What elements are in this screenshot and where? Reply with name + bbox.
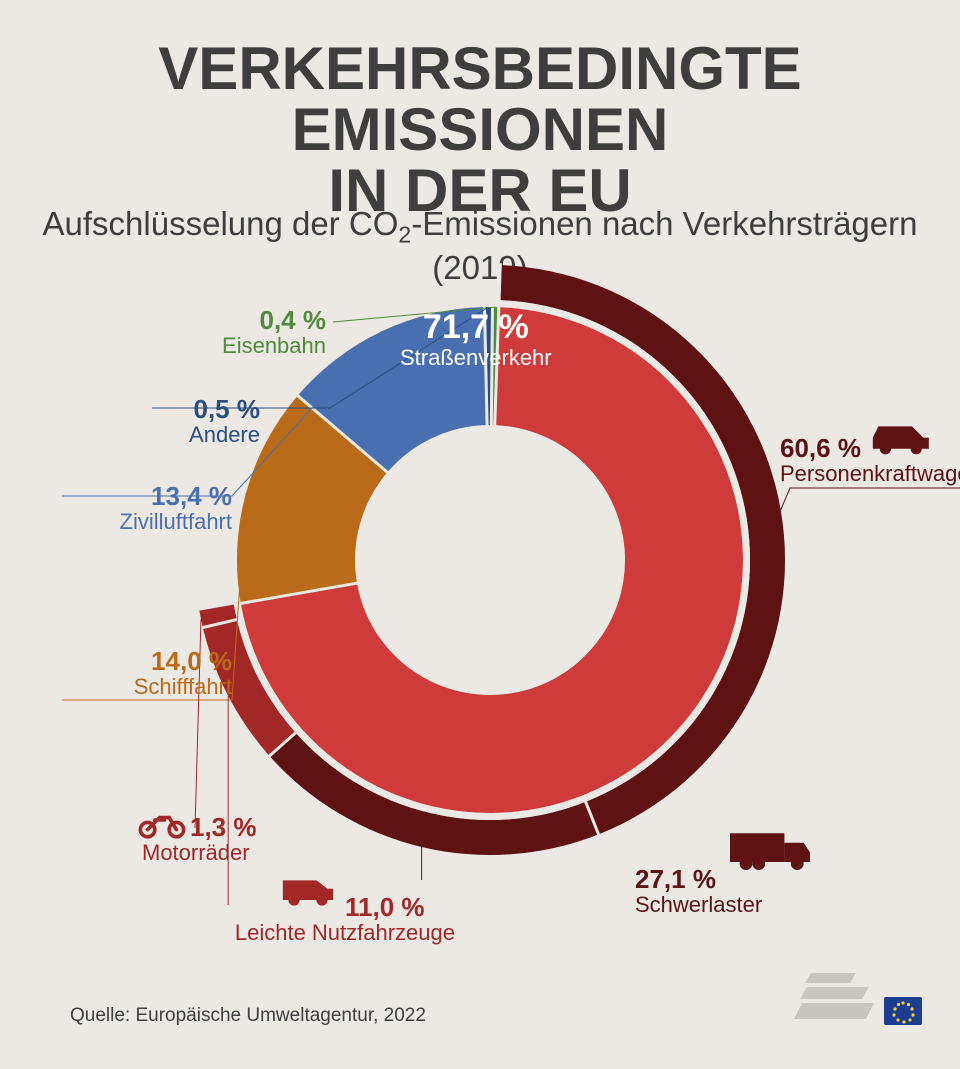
eu-parliament-logo <box>794 969 924 1033</box>
label-moto: 1,3 % Motorräder <box>142 814 302 864</box>
label-moto-name: Motorräder <box>142 841 302 864</box>
label-rail-name: Eisenbahn <box>216 334 326 357</box>
label-cars: 60,6 % Personenkraftwagen <box>780 435 960 485</box>
label-air-name: Zivilluftfahrt <box>62 510 232 533</box>
label-trucks-pct: 27,1 % <box>635 866 716 893</box>
label-ship-pct: 14,0 % <box>62 648 232 675</box>
truck-icon <box>730 833 810 870</box>
label-air-pct: 13,4 % <box>62 483 232 510</box>
label-vans-pct: 11,0 % <box>345 894 455 921</box>
label-cars-pct: 60,6 % <box>780 435 861 462</box>
label-vans: 11,0 % Leichte Nutzfahrzeuge <box>225 894 455 944</box>
label-vans-name: Leichte Nutzfahrzeuge <box>225 921 455 944</box>
source-text: Quelle: Europäische Umweltagentur, 2022 <box>70 1005 426 1027</box>
label-air: 13,4 % Zivilluftfahrt <box>62 483 232 533</box>
label-ship-name: Schifffahrt <box>62 675 232 698</box>
label-ship: 14,0 % Schifffahrt <box>62 648 232 698</box>
label-moto-pct: 1,3 % <box>190 814 302 841</box>
label-rail-pct: 0,4 % <box>216 307 326 334</box>
label-road-pct: 71,7 % <box>400 310 552 346</box>
label-road-name: Straßenverkehr <box>400 346 552 369</box>
label-rail: 0,4 % Eisenbahn <box>216 307 326 357</box>
label-other-name: Andere <box>150 423 260 446</box>
label-other: 0,5 % Andere <box>150 396 260 446</box>
label-other-pct: 0,5 % <box>150 396 260 423</box>
label-road: 71,7 % Straßenverkehr <box>400 310 552 369</box>
label-trucks-name: Schwerlaster <box>635 893 835 916</box>
label-trucks: 27,1 % Schwerlaster <box>635 866 835 916</box>
label-cars-name: Personenkraftwagen <box>780 462 960 485</box>
